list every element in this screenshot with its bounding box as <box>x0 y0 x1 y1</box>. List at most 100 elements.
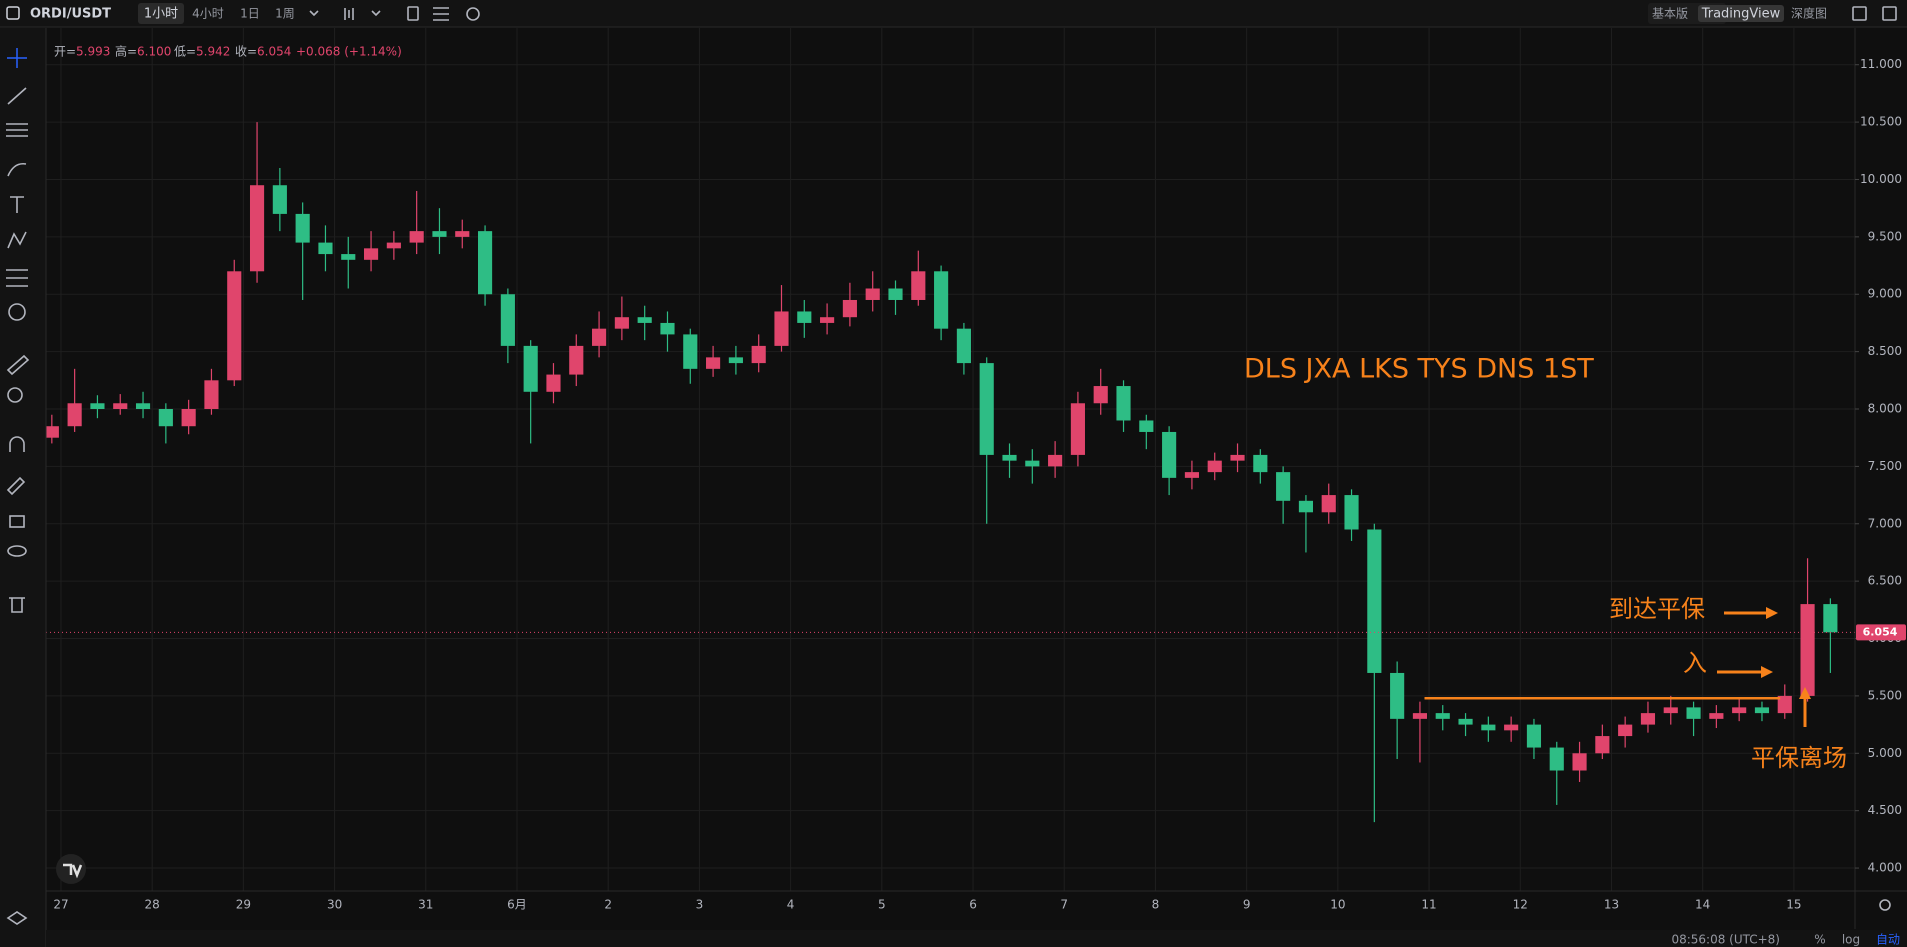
candle-body <box>1025 460 1040 467</box>
dropdown-icon[interactable] <box>309 10 319 17</box>
y-tick-label: 8.500 <box>1868 344 1902 358</box>
candle-body <box>1777 695 1792 714</box>
candle-body <box>979 363 994 455</box>
candle-body <box>706 357 721 369</box>
delete-tool[interactable] <box>9 597 25 613</box>
percent-toggle[interactable]: % <box>1814 933 1825 947</box>
candle-body <box>341 254 356 260</box>
candle-body <box>865 288 880 300</box>
interval[interactable]: 1日 <box>240 7 260 21</box>
interval[interactable]: 1周 <box>275 7 295 21</box>
dropdown-icon[interactable] <box>371 10 381 17</box>
candle-body <box>1663 707 1678 714</box>
magnet-tool[interactable] <box>9 436 25 452</box>
x-tick-label: 13 <box>1604 898 1619 912</box>
candle-body <box>295 213 310 243</box>
view-tab[interactable]: 基本版 <box>1652 7 1688 21</box>
x-tick-label: 6 <box>969 898 977 912</box>
candle-body <box>546 374 561 392</box>
legend-label: 高= <box>115 44 137 59</box>
last-price-tag <box>1856 624 1906 641</box>
x-tick-label: 27 <box>53 898 68 912</box>
layout-icon[interactable] <box>1852 6 1867 21</box>
legend-label: 低= <box>174 45 196 59</box>
candle-body <box>1116 386 1131 421</box>
indicator-icon[interactable] <box>407 6 419 21</box>
legend-value: 6.100 <box>137 45 171 59</box>
lock-draw-tool[interactable] <box>6 476 26 496</box>
grid <box>46 28 1855 891</box>
symbol-icon[interactable] <box>6 6 20 20</box>
candle-body <box>500 294 515 346</box>
auto-toggle[interactable]: 自动 <box>1876 933 1900 947</box>
x-tick-label: 8 <box>1152 898 1160 912</box>
candle-body <box>1412 713 1428 719</box>
interval[interactable]: 4小时 <box>192 7 224 21</box>
x-tick-label: 15 <box>1786 898 1801 912</box>
annotation: 入 <box>1683 649 1707 677</box>
candle-body <box>820 317 835 323</box>
emoji-tool[interactable] <box>8 303 26 321</box>
symbol[interactable]: ORDI/USDT <box>30 7 111 22</box>
tool-icons <box>6 48 30 925</box>
interval[interactable]: 1小时 <box>144 7 178 22</box>
y-tick-label: 9.500 <box>1868 229 1902 243</box>
ruler-tool[interactable] <box>6 354 30 376</box>
forecast-tool[interactable] <box>6 269 28 287</box>
candle-body <box>249 185 265 272</box>
settings-list-icon[interactable] <box>433 7 449 21</box>
candle-body <box>386 242 401 249</box>
candle-body <box>774 311 789 346</box>
candle-body <box>1070 403 1085 455</box>
x-tick-label: 31 <box>418 898 433 912</box>
fullscreen-icon[interactable] <box>1882 6 1897 21</box>
y-tick-label: 4.000 <box>1868 861 1902 875</box>
view-tab[interactable]: TradingView <box>1701 7 1781 22</box>
arrow-head <box>1761 666 1773 678</box>
candle-body <box>523 345 538 392</box>
candle-body <box>728 357 743 364</box>
y-tick-label: 5.500 <box>1868 688 1902 702</box>
x-tick-label: 9 <box>1243 898 1251 912</box>
ohlc-legend: 开= 5.993 高= 6.100 低= 5.942 收= 6.054 +0.0… <box>54 44 402 59</box>
pattern-tool[interactable] <box>7 231 27 249</box>
axis-settings-icon[interactable] <box>1879 899 1891 911</box>
chart-type-icon[interactable] <box>344 8 354 20</box>
zoom-tool[interactable] <box>7 387 23 403</box>
x-tick-label: 12 <box>1513 898 1528 912</box>
line-tool[interactable] <box>7 87 27 105</box>
text-tool[interactable] <box>10 196 24 213</box>
brush-tool[interactable] <box>7 162 27 177</box>
x-tick-label: 2 <box>604 898 612 912</box>
candle-body <box>455 231 470 237</box>
candle-body <box>1139 420 1154 432</box>
crosshair-tool[interactable] <box>7 48 27 68</box>
settings-icon[interactable] <box>466 7 480 21</box>
candle-body <box>1618 724 1633 737</box>
layers-tool[interactable] <box>6 911 28 925</box>
candle-body <box>1504 724 1519 731</box>
candle-body <box>1321 495 1336 513</box>
top-bar <box>0 0 1907 27</box>
candle-body <box>204 380 219 410</box>
lock-tool[interactable] <box>9 515 25 528</box>
y-tick-label: 6.500 <box>1868 574 1902 588</box>
candle-body <box>1344 495 1359 530</box>
y-tick-label: 4.500 <box>1868 803 1902 817</box>
visibility-tool[interactable] <box>7 545 27 557</box>
view-tab-active-bg <box>1698 5 1784 22</box>
arrow-head <box>1799 687 1811 699</box>
candle-body <box>1800 604 1815 696</box>
candle-body <box>1435 713 1450 719</box>
candle-body <box>1481 724 1496 731</box>
view-tab[interactable]: 深度图 <box>1791 6 1827 21</box>
annotation: DLS JXA LKS TYS DNS 1ST <box>1244 354 1594 385</box>
x-tick-label: 10 <box>1330 898 1345 912</box>
candle-body <box>113 403 128 410</box>
fib-tool[interactable] <box>6 123 28 137</box>
x-tick-label: 30 <box>327 898 342 912</box>
log-toggle[interactable]: log <box>1842 933 1860 947</box>
y-tick-label: 10.000 <box>1860 172 1902 186</box>
x-tick-label: 4 <box>787 898 795 912</box>
candle-body <box>67 403 82 427</box>
